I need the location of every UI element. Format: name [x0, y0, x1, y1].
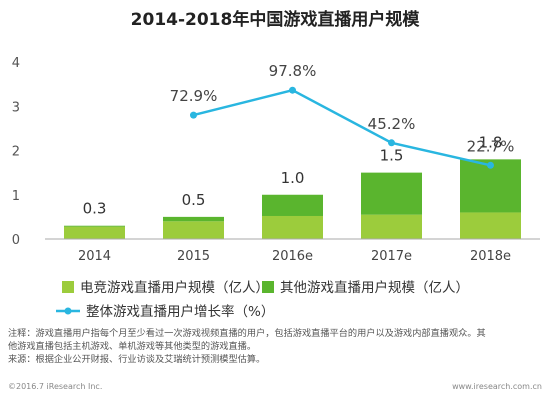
y-tick-label: 1: [12, 189, 20, 204]
growth-point: [289, 86, 296, 94]
bar-other-2015: [163, 216, 224, 222]
legend: 电竞游戏直播用户规模（亿人） 其他游戏直播用户规模（亿人） 整体游戏直播用户增长率（…: [56, 279, 469, 320]
bar-esports-2016e: [262, 215, 323, 239]
bar-other-2016e: [262, 194, 323, 216]
legend-swatch-other: [262, 281, 274, 293]
bar-other-2014: [64, 225, 125, 227]
y-tick-label: 2: [12, 145, 20, 160]
note-line-2: 他游戏直播包括主机游戏、单机游戏等其他类型的游戏直播。: [8, 341, 257, 352]
growth-label: 45.2%: [368, 115, 416, 133]
y-tick-label: 4: [12, 56, 20, 71]
legend-swatch-growth-point: [64, 307, 72, 315]
bar-group: 0.3 0.5 1.0 1.5 1.8: [64, 133, 521, 239]
y-tick-label: 0: [12, 233, 20, 248]
bar-total-label: 0.3: [83, 200, 107, 218]
growth-label: 97.8%: [269, 62, 317, 80]
growth-point: [190, 111, 197, 119]
note-line-1: 注释：游戏直播用户指每个月至少看过一次游戏视频直播的用户，包括游戏直播平台的用户…: [8, 328, 486, 339]
footnote: 注释：游戏直播用户指每个月至少看过一次游戏视频直播的用户，包括游戏直播平台的用户…: [8, 327, 543, 366]
x-tick-label: 2017e: [371, 249, 412, 264]
growth-line-group: 72.9% 97.8% 45.2% 22.7%: [170, 62, 515, 169]
chart: 2014-2018年中国游戏直播用户规模 0 1 2 3 4 0.3 0.5 1.0 1.5 1…: [12, 9, 540, 320]
bar-total-label: 1.0: [281, 169, 305, 187]
bar-total-label: 1.8: [479, 133, 503, 151]
legend-label-growth: 整体游戏直播用户增长率（%）: [86, 303, 274, 320]
bar-esports-2017e: [361, 214, 422, 239]
x-axis: 2014 2015 2016e 2017e 2018e: [45, 238, 540, 264]
x-tick-label: 2016e: [272, 249, 313, 264]
growth-label: 72.9%: [170, 87, 218, 105]
x-tick-label: 2018e: [470, 249, 511, 264]
legend-label-esports: 电竞游戏直播用户规模（亿人）: [80, 279, 269, 296]
bar-esports-2018e: [460, 212, 521, 239]
legend-label-other: 其他游戏直播用户规模（亿人）: [280, 279, 469, 296]
x-tick-label: 2015: [177, 249, 210, 264]
website: www.iresearch.com.cn: [452, 382, 542, 391]
growth-point: [388, 139, 395, 147]
x-tick-label: 2014: [78, 249, 111, 264]
growth-point: [487, 161, 494, 169]
source-line: 来源：根据企业公开财报、行业访谈及艾瑞统计预测模型估算。: [8, 354, 266, 365]
bar-other-2017e: [361, 172, 422, 215]
legend-swatch-esports: [62, 281, 74, 293]
growth-label: 22.7%: [467, 137, 515, 155]
copyright: ©2016.7 iResearch Inc.: [8, 382, 103, 391]
bar-esports-2014: [64, 226, 125, 239]
bar-total-label: 1.5: [380, 147, 404, 165]
growth-line: [193, 88, 491, 167]
bar-esports-2015: [163, 221, 224, 239]
y-axis: 0 1 2 3 4: [12, 56, 20, 248]
chart-title: 2014-2018年中国游戏直播用户规模: [131, 9, 421, 30]
y-tick-label: 3: [12, 100, 20, 115]
bar-total-label: 0.5: [182, 191, 206, 209]
